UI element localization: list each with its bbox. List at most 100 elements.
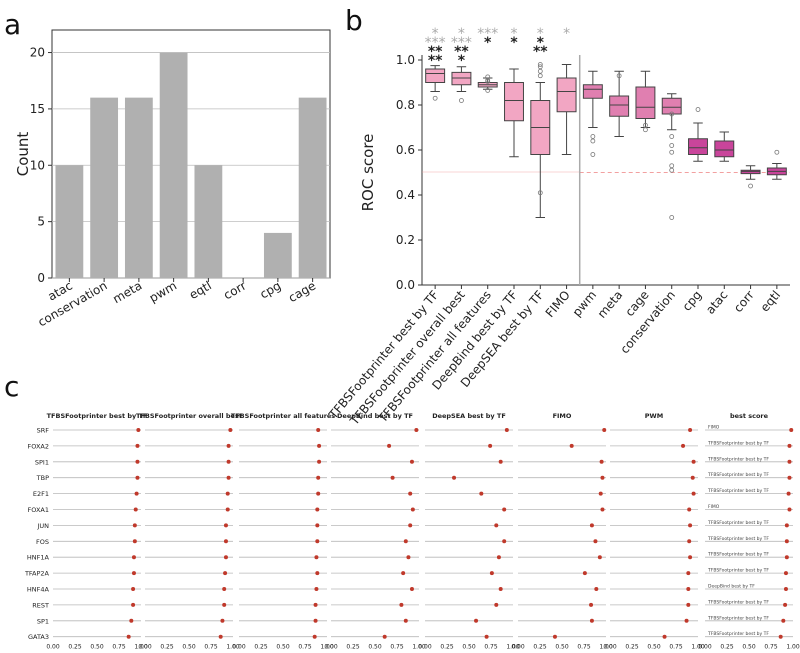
best-score-label: TFBSFootprinter best by TF	[707, 440, 769, 446]
dot-SRF	[602, 428, 607, 432]
dot-FOXA2	[488, 443, 493, 448]
significance-gray: *	[563, 26, 570, 42]
best-score-label: TFBSFootprinter best by TF	[707, 615, 769, 621]
bar-atac	[55, 165, 84, 278]
x-tick-label: TFBSFootprinter all features	[375, 288, 494, 426]
dot-HNF1A	[131, 555, 136, 560]
x-tick-label: 0.75	[669, 644, 683, 651]
x-tick-label: 0.00	[324, 644, 338, 651]
y-tick-label: 5	[37, 215, 45, 229]
dot-SRF	[789, 428, 794, 432]
dot-TBP	[690, 475, 695, 480]
dot-SP1	[474, 618, 479, 623]
x-tick-label: 0.50	[182, 644, 196, 651]
panel-label-c: c	[4, 370, 19, 403]
box-0	[425, 68, 446, 83]
dot-HNF4A	[686, 587, 691, 591]
subplot-title: DeepSEA best by TF	[432, 412, 506, 420]
outlier-point	[485, 78, 491, 84]
dot-JUN	[494, 523, 499, 528]
x-tick-label: FIMO	[543, 288, 573, 320]
dot-FOXA2	[226, 443, 231, 448]
outlier-point	[485, 87, 491, 93]
dot-E2F1	[479, 491, 484, 496]
dot-E2F1	[786, 491, 791, 496]
significance-black: *	[510, 35, 518, 51]
box-11	[714, 140, 735, 158]
box-5	[556, 77, 577, 113]
outlier-point	[748, 183, 753, 189]
best-score-label: TFBSFootprinter best by TF	[707, 631, 769, 637]
significance-black: **	[428, 53, 443, 69]
dot-FOS	[687, 539, 692, 544]
dot-TBP	[452, 475, 457, 480]
x-tick-label: 0.75	[298, 644, 312, 651]
dot-HNF1A	[597, 555, 602, 560]
x-tick-label: 0.25	[160, 644, 174, 651]
dot-JUN	[132, 523, 137, 528]
x-tick-label: 1.00	[599, 644, 613, 651]
dot-SRF	[228, 428, 233, 432]
bar-cpg	[263, 232, 292, 278]
dot-FOXA2	[681, 443, 686, 448]
dot-FOXA1	[687, 507, 692, 512]
dot-HNF4A	[783, 587, 788, 591]
dot-TFAP2A	[401, 571, 406, 576]
bar-meta	[124, 97, 153, 279]
row-label: FOXA1	[28, 506, 49, 514]
box-10	[688, 138, 708, 155]
x-tick-label: 1.00	[134, 644, 148, 651]
dot-TFAP2A	[582, 571, 587, 576]
dot-JUN	[223, 523, 228, 528]
dot-FOXA1	[787, 507, 792, 512]
outlier-point	[537, 64, 543, 70]
panel-label-b: b	[345, 4, 363, 37]
outlier-point	[537, 73, 543, 79]
dot-FOS	[223, 539, 228, 544]
best-score-label: DeepBind best by TF	[708, 584, 755, 590]
x-tick-label: cage	[286, 278, 318, 305]
x-tick-label: 0.50	[555, 644, 569, 651]
x-tick-label: 0.75	[484, 644, 498, 651]
dot-TBP	[316, 475, 321, 480]
dot-GATA3	[484, 634, 489, 639]
dot-SRF	[504, 428, 509, 432]
dot-SP1	[220, 618, 225, 623]
y-tick-label: 0.8	[396, 98, 415, 112]
dot-JUN	[589, 523, 594, 528]
x-tick-label: pwm	[147, 278, 179, 305]
dot-SP1	[403, 618, 408, 623]
x-tick-label: 1.00	[691, 644, 705, 651]
dot-FOS	[502, 539, 507, 544]
subplot-title: TFBSFootprinter overall best	[136, 412, 242, 420]
dot-FOXA1	[600, 507, 605, 512]
row-label: TBP	[36, 474, 49, 482]
dot-SRF	[414, 428, 419, 432]
dot-SRF	[316, 428, 321, 432]
dot-HNF4A	[409, 587, 414, 591]
outlier-point	[695, 107, 701, 112]
row-label: SPI1	[35, 458, 49, 466]
box-1	[451, 71, 472, 86]
y-tick-label: 15	[30, 102, 45, 116]
row-label: GATA3	[28, 633, 49, 641]
dot-SPI1	[226, 459, 231, 464]
dot-GATA3	[662, 634, 667, 639]
dot-HNF1A	[314, 555, 319, 560]
x-tick-label: cpg	[257, 278, 283, 301]
outlier-point	[459, 98, 464, 103]
dot-TFAP2A	[131, 571, 136, 576]
dot-TBP	[135, 475, 140, 480]
outlier-point	[669, 163, 675, 169]
significance-gray: ***	[425, 35, 446, 51]
row-label: E2F1	[33, 490, 49, 498]
significance-gray: *	[511, 26, 518, 42]
dot-JUN	[315, 523, 320, 528]
dot-TBP	[226, 475, 231, 480]
subplot-title: best score	[730, 412, 769, 420]
dot-HNF1A	[784, 555, 789, 560]
dot-TFAP2A	[489, 571, 494, 576]
dot-chart-panel-c: TFBSFootprinter best by TF SRF FOXA2 SPI1 TB…	[24, 412, 800, 653]
outlier-point	[669, 215, 675, 220]
dot-SRF	[136, 428, 141, 432]
